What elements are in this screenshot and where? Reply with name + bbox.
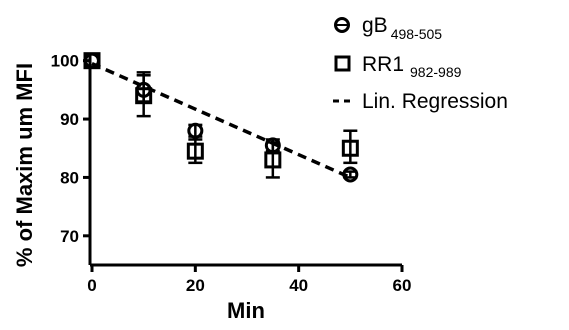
axes: [88, 55, 402, 267]
y-axis-title: % of Maxim um MFI: [12, 63, 37, 267]
marker-layer: [83, 52, 359, 183]
x-axis-title: Min: [227, 298, 265, 323]
legend-label-rr1: RR1 982-989: [362, 53, 462, 80]
data-point-square: [135, 87, 153, 105]
data-point-square: [341, 139, 359, 157]
y-tick-label: 100: [51, 52, 79, 71]
data-point-circle: [187, 122, 204, 139]
legend-item-regression: Lin. Regression: [333, 90, 508, 113]
legend-square-marker: [334, 55, 351, 72]
x-tick-label: 60: [393, 276, 412, 295]
regression-line: [91, 61, 352, 180]
errorbar-layer: [136, 71, 358, 179]
data-point-circle: [342, 166, 359, 183]
x-tick-label: 0: [87, 276, 96, 295]
y-ticks: 70 80 90 100: [51, 52, 90, 246]
y-tick-label: 80: [60, 168, 79, 187]
x-ticks: 0 20 40 60: [87, 265, 411, 295]
y-tick-label: 70: [60, 227, 79, 246]
data-point-square: [83, 52, 101, 70]
data-point-square: [264, 151, 282, 169]
data-point-square: [186, 142, 204, 160]
legend-item-rr1: RR1 982-989: [334, 53, 462, 80]
legend-label-regression: Lin. Regression: [362, 90, 508, 113]
x-tick-label: 20: [186, 276, 205, 295]
legend-label-gb: gB 498-505: [362, 14, 442, 42]
legend-item-gb: gB 498-505: [334, 14, 442, 42]
x-tick-label: 40: [289, 276, 308, 295]
legend: gB 498-505 RR1 982-989 Lin. Regression: [333, 14, 508, 113]
regression-layer: [91, 61, 352, 180]
y-tick-label: 90: [60, 110, 79, 129]
